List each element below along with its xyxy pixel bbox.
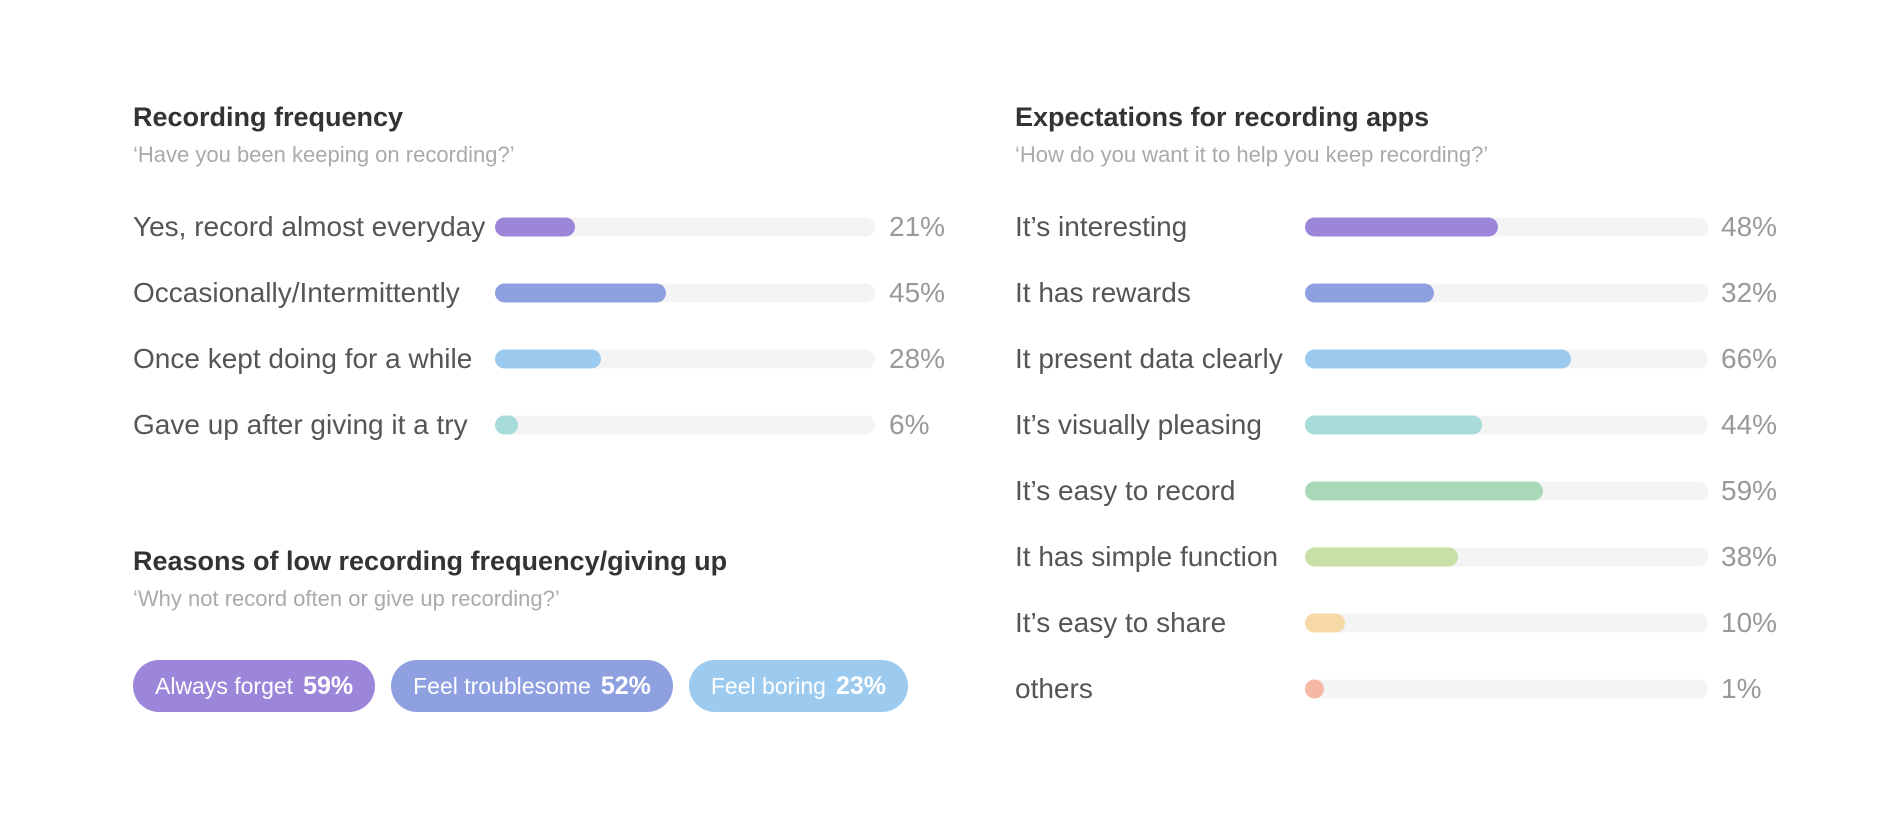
expectation-category-label: It has simple function — [1015, 541, 1279, 572]
frequency-bar-track — [495, 415, 875, 435]
expectation-bar-track — [1305, 349, 1708, 369]
expectation-bar-row: It’s easy to share 10% — [1015, 590, 1795, 656]
frequency-bar-row: Occasionally/Intermittently 45% — [133, 260, 963, 326]
expectation-bar-track — [1305, 481, 1708, 501]
reasons-title: Reasons of low recording frequency/givin… — [133, 546, 728, 576]
expectation-bar-track — [1305, 283, 1708, 303]
expectation-bar-row: It’s easy to record 59% — [1015, 458, 1795, 524]
expectation-bar — [1305, 481, 1543, 501]
frequency-bar-row: Yes, record almost everyday 21% — [133, 194, 963, 260]
expectation-bar — [1305, 613, 1346, 633]
frequency-bar — [495, 415, 518, 435]
frequency-category-label: Once kept doing for a while — [133, 343, 473, 374]
frequency-value-label: 28% — [889, 343, 946, 374]
reason-pill-label: Always forget — [155, 672, 294, 699]
reason-pill-value: 52% — [600, 671, 651, 700]
recording-frequency-panel: Recording frequency ‘Have you been keepi… — [133, 100, 963, 458]
expectation-bar-track — [1305, 679, 1708, 699]
expectations-bars: It’s interesting 48% It has rewards 32% It p… — [1015, 194, 1795, 722]
expectation-bar-track — [1305, 547, 1708, 567]
reason-pill-value: 59% — [303, 671, 354, 700]
reason-pill: Feel troublesome 52% — [391, 660, 673, 712]
expectation-category-label: It present data clearly — [1015, 343, 1283, 374]
expectation-bar — [1305, 349, 1571, 369]
frequency-value-label: 45% — [889, 277, 946, 308]
expectation-bar-row: It’s visually pleasing 44% — [1015, 392, 1795, 458]
reasons-pills: Always forget 59% Feel troublesome 52% Feel … — [133, 660, 963, 712]
expectation-value-label: 10% — [1721, 607, 1778, 638]
expectation-bar-row: It present data clearly 66% — [1015, 326, 1795, 392]
expectation-bar-row: It has rewards 32% — [1015, 260, 1795, 326]
frequency-bar-row: Once kept doing for a while 28% — [133, 326, 963, 392]
expectation-category-label: It’s easy to record — [1015, 475, 1236, 506]
expectation-bar — [1305, 217, 1499, 237]
reason-pill: Always forget 59% — [133, 660, 376, 712]
expectation-category-label: It has rewards — [1015, 277, 1191, 308]
frequency-value-label: 6% — [889, 409, 930, 440]
expectation-value-label: 1% — [1721, 673, 1762, 704]
reasons-panel: Reasons of low recording frequency/givin… — [133, 544, 963, 712]
frequency-bar-track — [495, 283, 875, 303]
expectation-bar — [1305, 679, 1324, 699]
recording-frequency-bars: Yes, record almost everyday 21% Occasional… — [133, 194, 963, 458]
expectation-category-label: It’s easy to share — [1015, 607, 1227, 638]
expectation-value-label: 59% — [1721, 475, 1778, 506]
expectation-bar — [1305, 415, 1483, 435]
reason-pill-label: Feel boring — [710, 672, 826, 699]
frequency-bar-track — [495, 217, 875, 237]
frequency-category-label: Occasionally/Intermittently — [133, 277, 460, 308]
expectation-value-label: 48% — [1721, 211, 1778, 242]
frequency-category-label: Yes, record almost everyday — [133, 211, 486, 242]
expectation-value-label: 44% — [1721, 409, 1778, 440]
reason-pill-label: Feel troublesome — [413, 672, 591, 699]
expectation-bar-row: It has simple function 38% — [1015, 524, 1795, 590]
reasons-subtitle: ‘Why not record often or give up recordi… — [133, 586, 560, 611]
expectation-value-label: 66% — [1721, 343, 1778, 374]
expectations-subtitle: ‘How do you want it to help you keep rec… — [1015, 142, 1489, 167]
expectation-bar-row: others 1% — [1015, 656, 1795, 722]
recording-frequency-title: Recording frequency — [133, 102, 404, 132]
expectation-bar-row: It’s interesting 48% — [1015, 194, 1795, 260]
expectation-category-label: others — [1015, 673, 1093, 704]
frequency-bar — [495, 283, 666, 303]
expectation-category-label: It’s visually pleasing — [1015, 409, 1262, 440]
expectation-category-label: It’s interesting — [1015, 211, 1188, 242]
expectations-title: Expectations for recording apps — [1015, 102, 1430, 132]
frequency-category-label: Gave up after giving it a try — [133, 409, 468, 440]
expectation-bar — [1305, 547, 1459, 567]
frequency-value-label: 21% — [889, 211, 946, 242]
frequency-bar — [495, 217, 575, 237]
frequency-bar-track — [495, 349, 875, 369]
frequency-bar-row: Gave up after giving it a try 6% — [133, 392, 963, 458]
expectation-value-label: 32% — [1721, 277, 1778, 308]
reason-pill-value: 23% — [835, 671, 886, 700]
expectations-panel: Expectations for recording apps ‘How do … — [1015, 100, 1795, 722]
expectation-value-label: 38% — [1721, 541, 1778, 572]
recording-frequency-subtitle: ‘Have you been keeping on recording?’ — [133, 142, 515, 167]
frequency-bar — [495, 349, 602, 369]
expectation-bar-track — [1305, 217, 1708, 237]
expectation-bar — [1305, 283, 1434, 303]
reason-pill: Feel boring 23% — [688, 660, 908, 712]
expectation-bar-track — [1305, 613, 1708, 633]
expectation-bar-track — [1305, 415, 1708, 435]
